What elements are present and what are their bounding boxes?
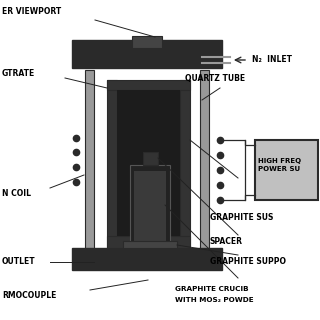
Bar xyxy=(132,36,162,48)
Text: WITH MOS₂ POWDE: WITH MOS₂ POWDE xyxy=(175,297,254,303)
Bar xyxy=(200,70,209,255)
Text: OUTLET: OUTLET xyxy=(2,258,36,267)
Bar xyxy=(107,80,190,90)
Bar xyxy=(72,40,222,68)
Text: QUARTZ TUBE: QUARTZ TUBE xyxy=(185,74,245,83)
Text: HIGH FREQ
POWER SU: HIGH FREQ POWER SU xyxy=(258,158,301,172)
Text: GRAPHITE SUPPO: GRAPHITE SUPPO xyxy=(210,258,286,267)
Text: GTRATE: GTRATE xyxy=(2,68,35,77)
Bar xyxy=(143,152,158,165)
Text: SPACER: SPACER xyxy=(210,237,243,246)
Text: N COIL: N COIL xyxy=(2,188,31,197)
Bar xyxy=(72,248,222,270)
Bar xyxy=(180,80,190,248)
Text: RMOCOUPLE: RMOCOUPLE xyxy=(2,292,56,300)
Bar xyxy=(85,70,94,255)
Text: ER VIEWPORT: ER VIEWPORT xyxy=(2,7,61,17)
Text: N₂  INLET: N₂ INLET xyxy=(252,55,292,65)
Bar xyxy=(107,80,117,248)
Bar xyxy=(107,236,190,248)
Bar xyxy=(255,140,318,200)
Bar xyxy=(117,90,180,236)
Bar xyxy=(134,171,166,241)
Text: GRAPHITE CRUCIB: GRAPHITE CRUCIB xyxy=(175,286,249,292)
Bar xyxy=(130,165,170,243)
Bar xyxy=(123,241,177,248)
Text: GRAPHITE SUS: GRAPHITE SUS xyxy=(210,213,273,222)
